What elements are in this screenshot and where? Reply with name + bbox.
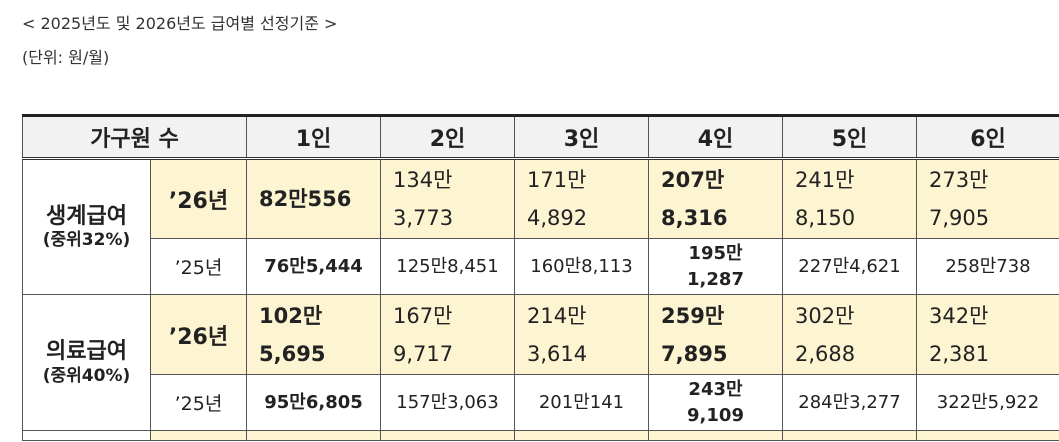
table-cell [648, 430, 783, 441]
column-header: 1인 [246, 115, 381, 159]
table-cell [380, 430, 515, 441]
group-label: 의료급여 (중위40%) [22, 294, 151, 431]
table-cell: 76만5,444 [246, 238, 381, 295]
table-cell [246, 430, 381, 441]
year-label: ’25년 [150, 238, 247, 295]
cell-line: 125만8,451 [396, 255, 499, 277]
table-row: ’25년 95만6,805 157만3,063 201만141 243만 9,10… [23, 374, 1059, 431]
cell-line: 102만 [259, 303, 323, 328]
cell-line: 243만 [688, 378, 743, 400]
table-cell: 243만 9,109 [648, 374, 783, 431]
column-header: 5인 [782, 115, 917, 159]
table-cell: 322만5,922 [916, 374, 1059, 431]
cell-line: 9,109 [687, 404, 744, 426]
cell-line: 167만 [393, 303, 453, 328]
cell-line: 160만8,113 [530, 255, 633, 277]
table-cell: 342만 2,381 [916, 294, 1059, 375]
table-cell: 207만 8,316 [648, 158, 783, 239]
cell-line: 8,150 [795, 206, 856, 230]
table-cell [514, 430, 649, 441]
cell-line: 4,892 [527, 206, 588, 230]
table-cell: 167만 9,717 [380, 294, 515, 375]
group-name: 의료급여 [46, 339, 127, 365]
cell-line: 8,316 [661, 206, 728, 230]
cell-line: 207만 [661, 168, 725, 192]
table-row: ’25년 76만5,444 125만8,451 160만8,113 195만 1,… [23, 238, 1059, 295]
year-label: ’25년 [150, 374, 247, 431]
group-sub: (중위32%) [42, 230, 131, 250]
unit-note: (단위: 원/월) [22, 48, 110, 67]
cell-line: 9,717 [393, 341, 454, 366]
cell-line: 134만 [393, 168, 453, 192]
column-header: 4인 [648, 115, 783, 159]
table-cell: 201만141 [514, 374, 649, 431]
group-name: 생계급여 [46, 203, 127, 229]
cell-line: 7,895 [661, 341, 728, 366]
column-header: 6인 [916, 115, 1059, 159]
cell-line: 302만 [795, 303, 855, 328]
cell-line: 214만 [527, 303, 587, 328]
column-header: 3인 [514, 115, 649, 159]
year-label: ’26년 [150, 158, 247, 239]
table-cell: 302만 2,688 [782, 294, 917, 375]
cell-line: 95만6,805 [264, 391, 363, 413]
header-row: 가구원 수 1인 2인 3인 4인 5인 6인 [22, 115, 1059, 159]
table-cell: 241만 8,150 [782, 158, 917, 239]
table-cell [916, 430, 1059, 441]
table-cell: 82만556 [246, 158, 381, 239]
cell-line: 3,773 [393, 206, 454, 230]
cell-line: 5,695 [259, 341, 326, 366]
group-sub: (중위40%) [42, 365, 131, 386]
cell-line: 171만 [527, 168, 587, 192]
column-header: 2인 [380, 115, 515, 159]
cell-line: 258만738 [945, 255, 1031, 277]
cell-line: 3,614 [527, 341, 588, 366]
table-row: 의료급여 (중위40%) ’26년 102만 5,695 167만 9,717 21… [22, 294, 1059, 431]
table-cell: 134만 3,773 [380, 158, 515, 239]
cell-line: 259만 [661, 303, 725, 328]
benefit-criteria-table: 가구원 수 1인 2인 3인 4인 5인 6인 생계급여 (중위32%) ’26… [22, 114, 1059, 441]
table-cell: 195만 1,287 [648, 238, 783, 295]
table-row-partial [22, 430, 1059, 441]
table-cell: 102만 5,695 [246, 294, 381, 375]
table-cell: 259만 7,895 [648, 294, 783, 375]
cell-line: 201만141 [538, 391, 625, 413]
table-cell: 160만8,113 [514, 238, 649, 295]
table-cell [22, 430, 151, 441]
table-cell: 157만3,063 [380, 374, 515, 431]
cell-line: 1,287 [687, 268, 744, 290]
cell-line: 322만5,922 [936, 391, 1040, 413]
table-cell: 227만4,621 [782, 238, 917, 295]
table-cell: 273만 7,905 [916, 158, 1059, 239]
table-row: 생계급여 (중위32%) ’26년 82만556 134만 3,773 171만 4… [22, 158, 1059, 295]
table-cell [782, 430, 917, 441]
cell-line: 195만 [688, 242, 743, 264]
cell-line: 76만5,444 [264, 255, 363, 277]
table-cell: 95만6,805 [246, 374, 381, 431]
household-size-header: 가구원 수 [22, 115, 247, 159]
group-label: 생계급여 (중위32%) [22, 158, 151, 295]
cell-line: 7,905 [929, 206, 990, 230]
year-label: ’26년 [150, 294, 247, 375]
table-caption: < 2025년도 및 2026년도 급여별 선정기준 > [22, 14, 338, 33]
cell-line: 2,688 [795, 341, 856, 366]
table-cell: 214만 3,614 [514, 294, 649, 375]
table-cell: 125만8,451 [380, 238, 515, 295]
table-cell [150, 430, 247, 441]
cell-line: 284만3,277 [798, 391, 901, 413]
cell-line: 342만 [929, 303, 989, 328]
table-cell: 258만738 [916, 238, 1059, 295]
table-cell: 284만3,277 [782, 374, 917, 431]
cell-line: 227만4,621 [798, 255, 901, 277]
cell-line: 241만 [795, 168, 855, 192]
cell-line: 273만 [929, 168, 989, 192]
cell-line: 157만3,063 [396, 391, 499, 413]
table-cell: 171만 4,892 [514, 158, 649, 239]
cell-line: 82만556 [259, 187, 352, 211]
cell-line: 2,381 [929, 341, 990, 366]
